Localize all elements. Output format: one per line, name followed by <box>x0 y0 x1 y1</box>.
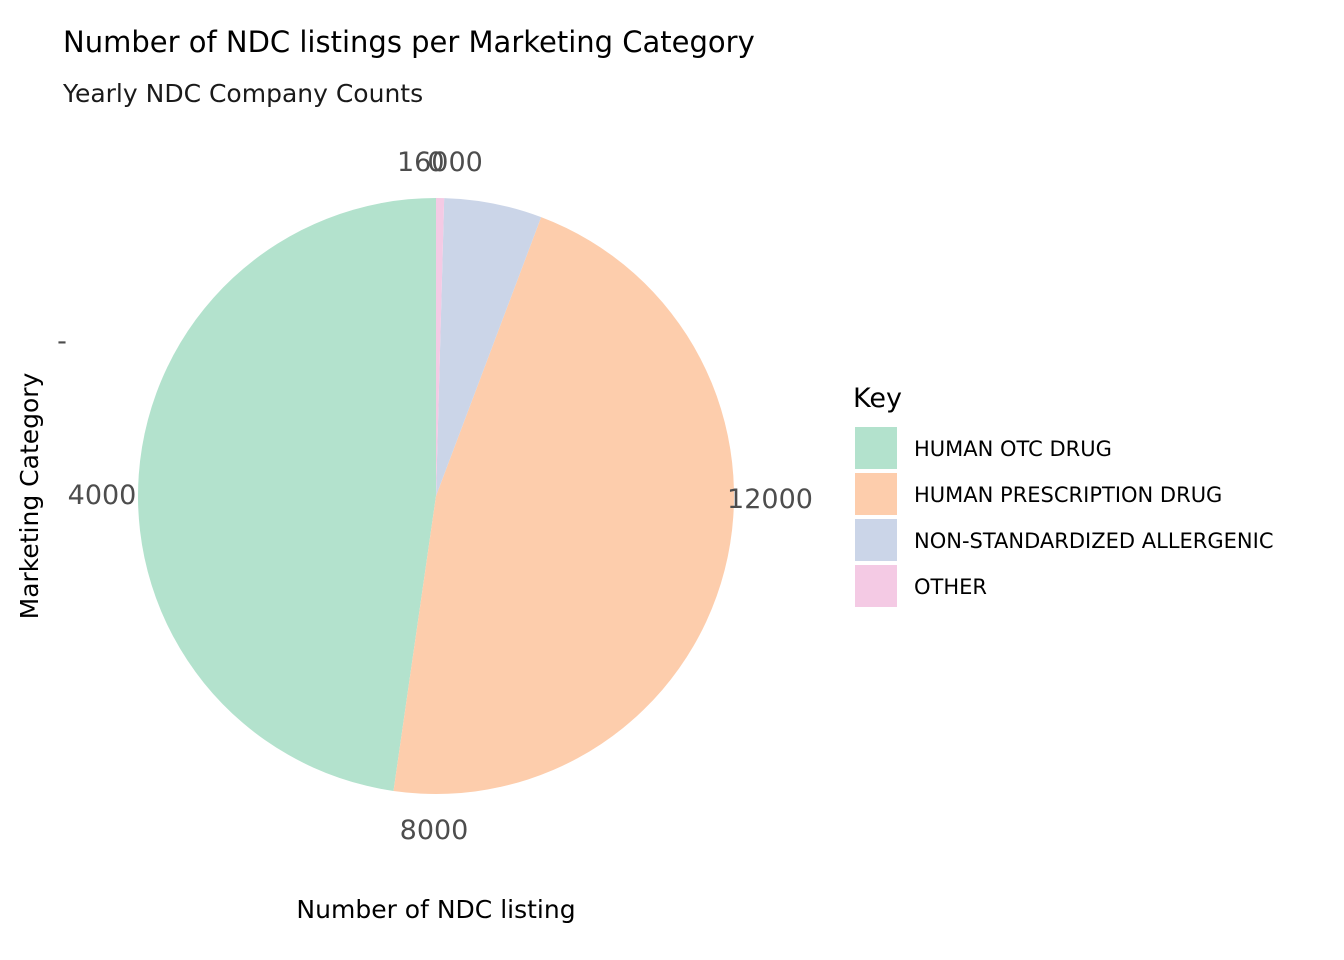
x-axis-title: Number of NDC listing <box>296 895 575 924</box>
angle-tick-label: 4000 <box>68 480 137 511</box>
legend-swatch-non-standardized-allergenic <box>855 519 897 561</box>
y-tick-label: - <box>57 326 67 357</box>
angle-tick-label: 8000 <box>400 815 469 846</box>
legend-label-human-otc-drug: HUMAN OTC DRUG <box>914 437 1112 461</box>
legend-swatch-human-otc-drug <box>855 427 897 469</box>
pie-slice-human-prescription-drug <box>393 217 735 795</box>
legend-swatch-human-prescription-drug <box>855 473 897 515</box>
chart-title: Number of NDC listings per Marketing Cat… <box>63 25 755 59</box>
legend-swatch-other <box>855 565 897 607</box>
legend-title: Key <box>853 383 902 414</box>
angle-tick-label: 16000 <box>397 147 483 178</box>
pie-slices <box>138 198 735 795</box>
pie-slice-human-otc-drug <box>138 198 436 791</box>
pie-slice-non-standardized-allergenic <box>436 198 542 496</box>
angle-ticks: 0 4000 8000 12000 16000 <box>68 147 813 846</box>
angle-tick-label: 0 <box>427 147 444 178</box>
y-axis-title: Marketing Category <box>15 372 44 619</box>
legend-label-non-standardized-allergenic: NON-STANDARDIZED ALLERGENIC <box>914 529 1273 553</box>
legend-label-human-prescription-drug: HUMAN PRESCRIPTION DRUG <box>914 483 1222 507</box>
legend-label-other: OTHER <box>914 575 987 599</box>
angle-tick-label: 12000 <box>727 484 813 515</box>
legend: Key HUMAN OTC DRUG HUMAN PRESCRIPTION DRU… <box>853 383 1273 607</box>
chart-subtitle: Yearly NDC Company Counts <box>62 79 423 108</box>
pie-slice-other <box>436 198 445 496</box>
